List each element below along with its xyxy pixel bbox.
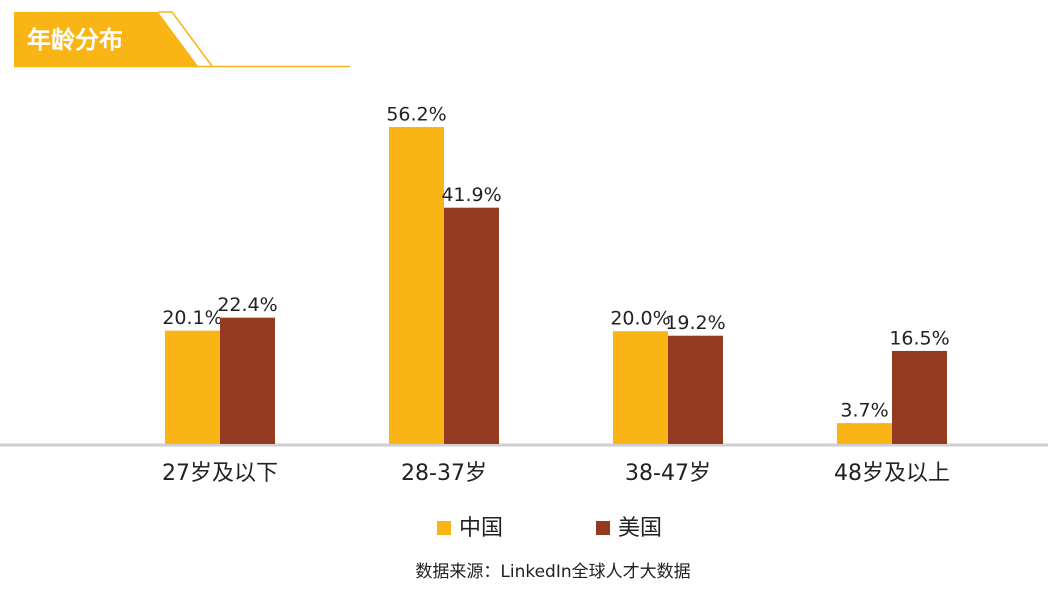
bar [444,207,499,444]
title-banner [14,12,198,66]
value-label: 19.2% [665,312,725,334]
title-banner-edge [158,11,213,67]
legend-swatch [596,521,610,535]
value-label: 56.2% [386,104,446,126]
x-tick-label: 28-37岁 [401,461,487,486]
x-tick-label: 27岁及以下 [162,461,278,486]
value-label: 41.9% [441,184,501,206]
legend-swatch [437,521,451,535]
x-tick-label: 38-47岁 [625,461,711,486]
bar [165,330,220,444]
legend-label: 中国 [459,516,503,541]
value-label: 16.5% [889,327,949,349]
bar [668,335,723,444]
source-note: 数据来源：LinkedIn全球人才大数据 [415,562,690,582]
value-label: 22.4% [217,294,277,316]
value-label: 20.0% [610,308,670,330]
bar [892,350,947,444]
bar [220,317,275,444]
bar [837,423,892,444]
bar [613,331,668,444]
value-label: 20.1% [162,307,222,329]
bar [389,127,444,445]
x-tick-label: 48岁及以上 [834,461,950,486]
value-label: 3.7% [840,400,888,422]
chart-title: 年龄分布 [27,26,123,54]
legend-label: 美国 [618,516,662,541]
